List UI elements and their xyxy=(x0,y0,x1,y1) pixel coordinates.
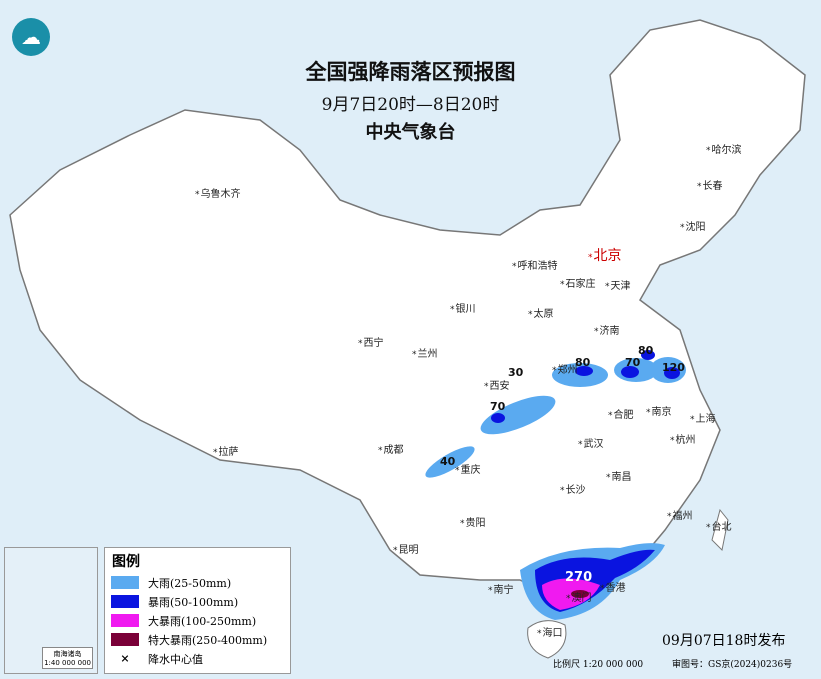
city-label: 成都 xyxy=(378,441,404,456)
rain-center-value: 80 xyxy=(638,344,654,357)
rain-center-value: 70 xyxy=(625,356,641,369)
city-label: 太原 xyxy=(528,305,554,320)
legend-title: 图例 xyxy=(112,554,140,570)
city-label: 南宁 xyxy=(488,581,514,596)
city-label: 武汉 xyxy=(578,435,604,450)
rain-center-value: 70 xyxy=(490,400,506,413)
legend-item: × 降水中心值 xyxy=(111,649,290,668)
city-label: 银川 xyxy=(450,300,476,315)
agency-name: 中央气象台 xyxy=(365,122,456,143)
legend-swatch xyxy=(111,576,139,589)
review-number: 审图号：GS京(2024)0236号 xyxy=(672,660,793,670)
city-label: 郑州 xyxy=(552,361,578,376)
map-scale: 比例尺 1:20 000 000 xyxy=(553,660,644,670)
inset-scale: 1:40 000 000 xyxy=(44,659,91,667)
legend-label: 降水中心值 xyxy=(148,652,203,666)
legend-swatch xyxy=(111,595,139,608)
legend-item: 暴雨(50-100mm) xyxy=(111,592,290,611)
inset-label: 南海诸岛 xyxy=(53,650,82,658)
city-label: 哈尔滨 xyxy=(706,141,742,156)
city-label: 南昌 xyxy=(606,468,632,483)
legend-label: 大暴雨(100-250mm) xyxy=(148,614,257,628)
city-label: 乌鲁木齐 xyxy=(195,185,241,200)
cma-logo-icon: ☁ xyxy=(12,18,50,56)
city-label: 天津 xyxy=(605,277,631,292)
city-label: 呼和浩特 xyxy=(512,257,558,272)
south-china-sea-inset: 南海诸岛 1:40 000 000 xyxy=(4,547,98,674)
city-label: 海口 xyxy=(537,624,563,639)
city-label: 兰州 xyxy=(412,345,438,360)
city-label: 香港 xyxy=(600,579,626,594)
city-label: 合肥 xyxy=(608,406,634,421)
city-label: 石家庄 xyxy=(560,275,596,290)
city-label: 重庆 xyxy=(455,461,481,476)
city-label: 沈阳 xyxy=(680,218,706,233)
city-label: 昆明 xyxy=(393,541,419,556)
map-title: 全国强降雨落区预报图 xyxy=(305,60,516,84)
rain-center-value: 30 xyxy=(508,366,524,379)
city-label: 杭州 xyxy=(670,431,696,446)
city-label: 济南 xyxy=(594,322,620,337)
legend-item: 大暴雨(100-250mm) xyxy=(111,611,290,630)
city-label: 长春 xyxy=(697,177,723,192)
rain-center-value: 120 xyxy=(662,361,685,374)
city-label: 贵阳 xyxy=(460,514,486,529)
legend-swatch xyxy=(111,633,139,646)
city-label: 拉萨 xyxy=(213,443,239,458)
city-label: 上海 xyxy=(690,410,716,425)
china-landmass xyxy=(9,19,806,601)
city-label: 台北 xyxy=(706,518,732,533)
legend-item: 特大暴雨(250-400mm) xyxy=(111,630,290,649)
legend-label: 特大暴雨(250-400mm) xyxy=(148,633,268,647)
legend-label: 暴雨(50-100mm) xyxy=(148,595,239,609)
city-label: 长沙 xyxy=(560,481,586,496)
city-label: 南京 xyxy=(646,403,672,418)
rain-center-value: 270 xyxy=(565,570,593,585)
city-label: 澳门 xyxy=(566,589,592,604)
legend: 图例 大雨(25-50mm) 暴雨(50-100mm) 大暴雨(100-250mm)… xyxy=(104,547,291,674)
legend-swatch xyxy=(111,614,139,627)
legend-label: 大雨(25-50mm) xyxy=(148,576,232,590)
issue-time: 09月07日18时发布 xyxy=(662,633,786,649)
legend-item: 大雨(25-50mm) xyxy=(111,573,290,592)
city-label: 西安 xyxy=(484,377,510,392)
rain-center-value: 80 xyxy=(575,356,591,369)
forecast-period: 9月7日20时—8日20时 xyxy=(321,95,500,115)
cross-marker-icon: × xyxy=(120,652,130,665)
city-label: 西宁 xyxy=(358,334,384,349)
city-label: 北京 xyxy=(588,245,622,265)
city-label: 福州 xyxy=(667,507,693,522)
rain-center-value: 40 xyxy=(440,455,456,468)
